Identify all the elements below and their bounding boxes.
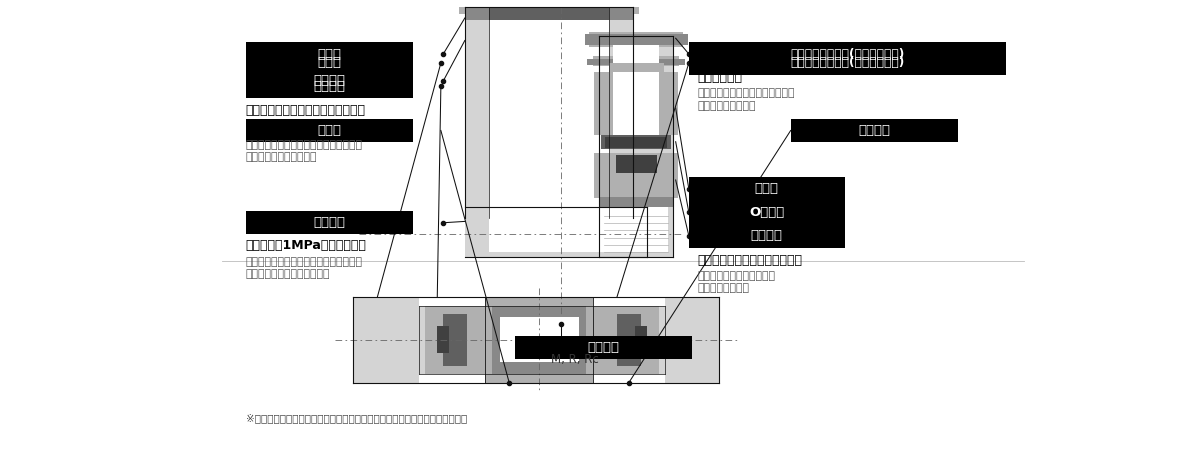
Text: チャープ挿入時の抗抗が小。: チャープ挿入時の抗抗が小。 <box>246 270 331 279</box>
Text: スタッド: スタッド <box>751 230 782 242</box>
Polygon shape <box>617 314 641 366</box>
Text: チャック: チャック <box>314 75 345 87</box>
FancyBboxPatch shape <box>689 177 845 201</box>
Text: M, R, Rc: M, R, Rc <box>551 354 599 366</box>
Polygon shape <box>465 207 647 256</box>
Text: リリースプッシュ(ライトグレー): リリースプッシュ(ライトグレー) <box>791 57 904 69</box>
Text: 狭いスペースでの配管に効果的: 狭いスペースでの配管に効果的 <box>697 254 803 266</box>
Polygon shape <box>437 326 449 353</box>
FancyBboxPatch shape <box>246 75 413 98</box>
Polygon shape <box>465 7 633 218</box>
Polygon shape <box>601 135 671 149</box>
Polygon shape <box>604 207 668 252</box>
Text: チャックにより確実な嚐い付きを行い、: チャックにより確実な嚐い付きを行い、 <box>246 140 363 150</box>
Polygon shape <box>599 207 673 256</box>
Text: 嚐い込むのを防止。: 嚐い込むのを防止。 <box>697 101 756 111</box>
Polygon shape <box>353 297 419 382</box>
Polygon shape <box>489 7 609 20</box>
Polygon shape <box>419 306 665 373</box>
Polygon shape <box>443 314 467 366</box>
Text: チャックがチャープへ必要以上に: チャックがチャープへ必要以上に <box>697 88 794 98</box>
Text: ボディ: ボディ <box>317 124 341 137</box>
Polygon shape <box>593 56 679 66</box>
Text: ボディ: ボディ <box>755 183 779 195</box>
FancyBboxPatch shape <box>246 69 413 93</box>
Polygon shape <box>489 207 633 252</box>
Polygon shape <box>594 153 678 198</box>
Polygon shape <box>599 197 673 207</box>
Text: パッキン: パッキン <box>314 216 345 229</box>
Text: リリースプッシュ(ライトグレー): リリースプッシュ(ライトグレー) <box>791 48 904 60</box>
Text: ボディとねじ部が回転し、: ボディとねじ部が回転し、 <box>697 271 775 281</box>
FancyBboxPatch shape <box>791 119 958 142</box>
Polygon shape <box>589 32 683 47</box>
Text: 接続ねじ: 接続ねじ <box>588 341 619 354</box>
Polygon shape <box>609 63 664 72</box>
Polygon shape <box>587 58 685 65</box>
Text: 低真空から1MPaまで使用可能: 低真空から1MPaまで使用可能 <box>246 239 367 252</box>
FancyBboxPatch shape <box>515 336 692 359</box>
FancyBboxPatch shape <box>246 119 413 142</box>
Polygon shape <box>425 306 491 373</box>
FancyBboxPatch shape <box>689 51 1006 75</box>
Polygon shape <box>635 326 647 353</box>
Text: ナイロンにもウレタンにも使用可能: ナイロンにもウレタンにも使用可能 <box>246 104 365 117</box>
Polygon shape <box>485 297 593 382</box>
Polygon shape <box>492 306 586 373</box>
Polygon shape <box>665 297 719 382</box>
Text: 低置決めが可能。: 低置決めが可能。 <box>697 284 749 293</box>
Text: ガイド: ガイド <box>317 57 341 69</box>
Text: ※ねじ部がなくボディ材質が鴄舄のみの製品は全て調節不可仕様となります。: ※ねじ部がなくボディ材質が鴄舄のみの製品は全て調節不可仕様となります。 <box>246 414 467 423</box>
Polygon shape <box>459 7 639 14</box>
Text: パッキン: パッキン <box>859 124 890 137</box>
Text: チャープ保持力を増大。: チャープ保持力を増大。 <box>246 153 317 162</box>
Polygon shape <box>605 137 667 148</box>
Polygon shape <box>616 155 657 173</box>
Polygon shape <box>431 317 653 362</box>
Polygon shape <box>611 153 661 176</box>
Text: 特殊形状により、確実なシールおよび、: 特殊形状により、確実なシールおよび、 <box>246 257 363 267</box>
Polygon shape <box>587 306 659 373</box>
Text: 大きな保持力: 大きな保持力 <box>246 123 291 136</box>
Text: ガイド: ガイド <box>317 48 341 60</box>
FancyBboxPatch shape <box>689 224 845 248</box>
FancyBboxPatch shape <box>246 211 413 234</box>
FancyBboxPatch shape <box>246 51 413 75</box>
Polygon shape <box>599 36 673 256</box>
Polygon shape <box>585 34 688 45</box>
Polygon shape <box>500 317 579 362</box>
Text: チャック: チャック <box>314 80 345 93</box>
Text: 軽い取外し力: 軽い取外し力 <box>697 71 743 84</box>
FancyBboxPatch shape <box>689 201 845 224</box>
Polygon shape <box>594 72 678 135</box>
Polygon shape <box>465 7 633 20</box>
Polygon shape <box>489 7 609 218</box>
FancyBboxPatch shape <box>689 42 1006 66</box>
Text: Oリング: Oリング <box>749 206 785 219</box>
FancyBboxPatch shape <box>246 42 413 66</box>
Polygon shape <box>613 45 659 135</box>
